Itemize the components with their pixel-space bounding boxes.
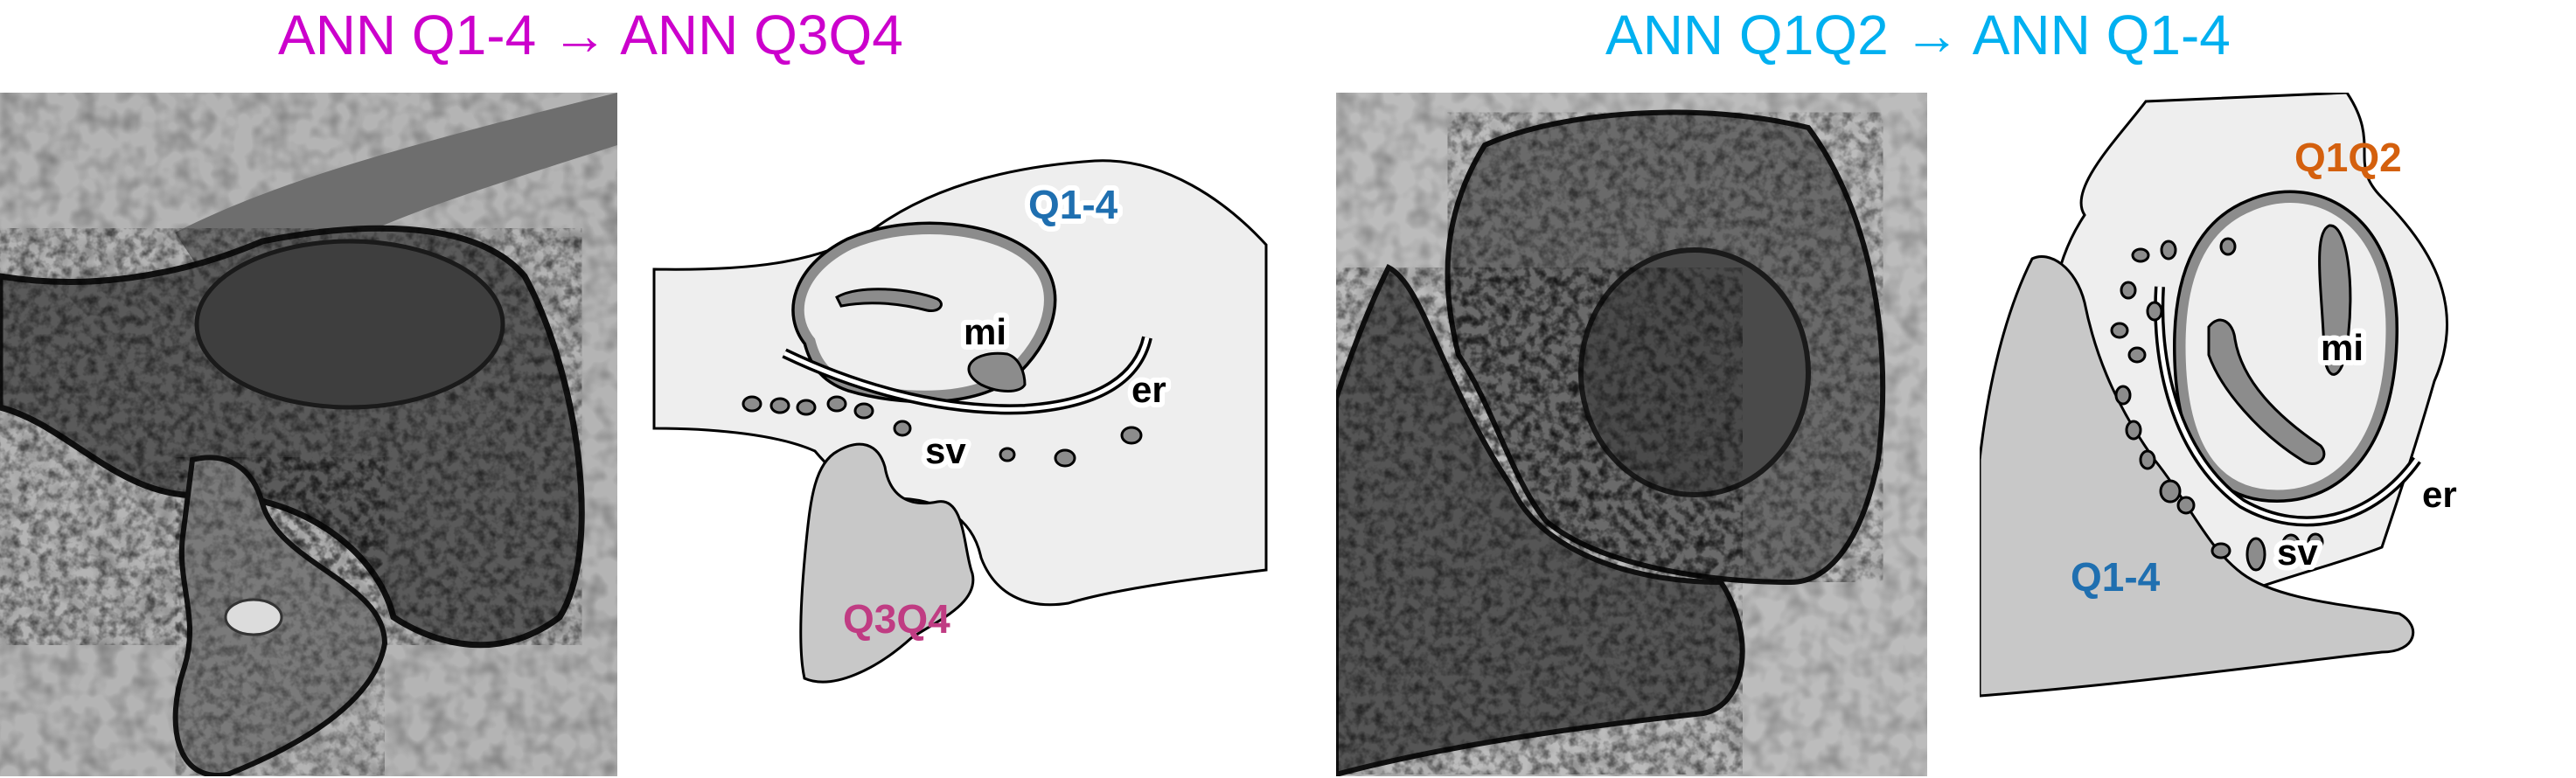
left-er-label: er	[1131, 369, 1166, 410]
left-title: ANN Q1-4 → ANN Q3Q4	[278, 3, 903, 66]
right-title: ANN Q1Q2 → ANN Q1-4	[1605, 3, 2231, 66]
left-em-micrograph	[0, 93, 617, 776]
right-neighbor-label: Q1-4	[2071, 554, 2161, 600]
right-cell-label: Q1Q2	[2294, 135, 2402, 180]
q3q4-neighbor	[799, 442, 975, 684]
right-synaptic-vesicles	[2110, 237, 2324, 572]
left-cell-label: Q1-4	[1028, 182, 1118, 227]
left-sv-label: sv	[925, 430, 966, 471]
left-mito-label: mi	[964, 311, 1006, 352]
right-mito-label: mi	[2321, 327, 2364, 368]
q1-4-neighbor	[1980, 255, 2415, 698]
right-em-micrograph	[1336, 93, 1927, 776]
right-er-label: er	[2422, 474, 2457, 515]
right-sv-label: sv	[2277, 531, 2318, 573]
right-schematic: Q1Q2 mi er sv Q1-4	[1980, 93, 2462, 698]
left-neighbor-label: Q3Q4	[843, 596, 950, 642]
left-schematic: Q1-4 mi er sv Q3Q4	[652, 159, 1268, 684]
left-synaptic-vesicles	[741, 395, 1143, 468]
